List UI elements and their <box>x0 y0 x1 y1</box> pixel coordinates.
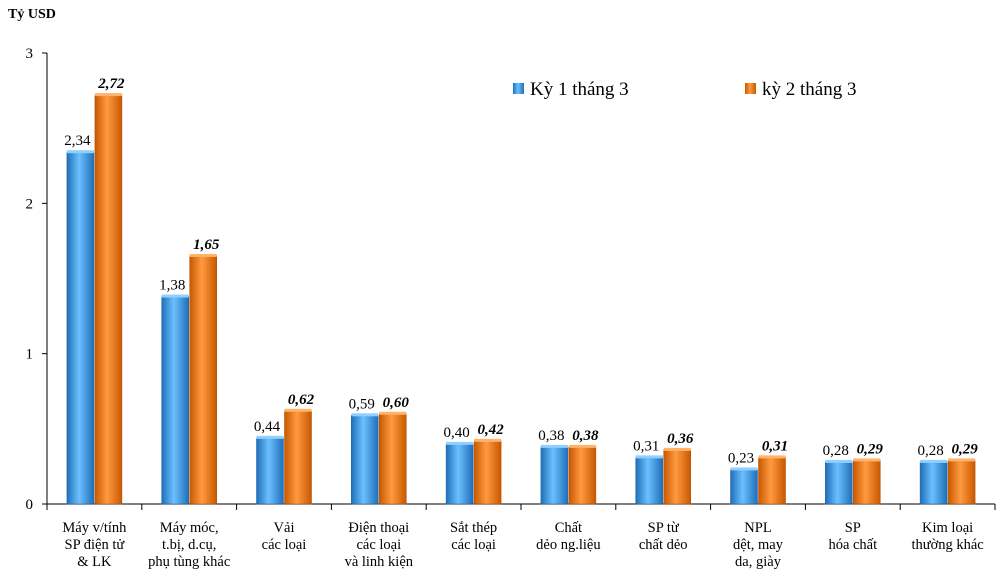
bar-s1-2 <box>161 296 189 505</box>
bar-top-s2-4 <box>379 411 407 415</box>
bar-s1-8 <box>730 469 758 505</box>
category-label-9-line-1: SP <box>845 520 861 536</box>
bar-s2-10 <box>947 460 976 505</box>
bar-top-s2-2 <box>189 253 217 257</box>
data-label-s2-7: 0,36 <box>667 431 694 447</box>
category-label-8-line-2: dệt, may <box>733 537 784 553</box>
bar-top-s1-4 <box>351 413 379 417</box>
category-label-10-line-1: Kim loại <box>922 520 973 536</box>
bar-top-s1-8 <box>730 467 758 471</box>
legend-label-2: kỳ 2 tháng 3 <box>762 79 856 100</box>
bar-s2-9 <box>853 460 881 505</box>
bar-s1-10 <box>919 461 948 505</box>
bar-top-s2-3 <box>284 408 312 412</box>
bar-top-s2-1 <box>94 93 122 97</box>
bar-top-s1-1 <box>66 150 94 154</box>
bar-top-s2-9 <box>853 458 881 462</box>
bar-top-s2-7 <box>663 447 691 451</box>
bar-s1-7 <box>635 457 663 505</box>
category-label-7-line-2: chất dẻo <box>639 537 688 553</box>
bar-s1-3 <box>256 437 284 505</box>
bar-s1-6 <box>540 446 569 505</box>
bar-s2-7 <box>663 449 691 505</box>
legend-swatch-1 <box>513 83 524 94</box>
category-label-4-line-2: các loại <box>356 537 401 553</box>
data-label-s1-6: 0,38 <box>538 428 564 444</box>
bar-s2-5 <box>473 440 502 505</box>
data-label-s1-4: 0,59 <box>349 396 375 412</box>
bar-top-s2-6 <box>568 444 596 448</box>
data-label-s2-8: 0,31 <box>762 438 788 454</box>
data-label-s2-4: 0,60 <box>383 395 410 411</box>
category-label-1-line-2: SP điện tử <box>65 537 126 553</box>
bar-top-s1-6 <box>540 444 568 448</box>
y-axis-label: Tỷ USD <box>8 7 56 22</box>
bar-s2-1 <box>94 94 123 505</box>
y-tick-label: 2 <box>26 196 34 212</box>
category-label-4-line-3: và linh kiện <box>345 554 414 570</box>
category-label-8-line-3: da, giày <box>735 554 782 570</box>
bar-s1-4 <box>351 415 379 505</box>
bar-top-s1-7 <box>635 455 663 459</box>
bar-s2-2 <box>189 255 217 505</box>
legend-label-1: Kỳ 1 tháng 3 <box>530 79 629 100</box>
legend-swatch-2 <box>745 83 756 94</box>
category-label-1-line-3: & LK <box>77 554 112 570</box>
bar-top-s1-2 <box>161 294 189 298</box>
data-label-s1-3: 0,44 <box>254 419 281 435</box>
y-tick-label: 0 <box>26 497 34 513</box>
category-label-2-line-2: t.bị, d.cụ, <box>162 537 216 553</box>
bar-s2-3 <box>284 410 312 505</box>
data-label-s1-8: 0,23 <box>728 450 754 466</box>
category-label-2-line-1: Máy móc, <box>160 520 219 536</box>
bars <box>66 93 976 505</box>
bar-top-s1-9 <box>825 459 853 463</box>
bar-top-s1-10 <box>920 459 948 463</box>
bar-top-s1-5 <box>446 441 474 445</box>
data-labels: 2,34 2,72 1,38 1,65 0,44 0,62 0,59 0,60 0,40 0,42… <box>64 76 978 466</box>
category-label-8-line-1: NPL <box>744 520 771 536</box>
data-label-s2-2: 1,65 <box>193 237 220 253</box>
bar-s2-8 <box>758 457 786 505</box>
category-label-10-line-2: thường khác <box>911 537 983 553</box>
category-label-3-line-2: các loại <box>262 537 307 553</box>
data-label-s1-1: 2,34 <box>64 133 91 149</box>
bar-s2-4 <box>379 413 407 505</box>
category-label-4-line-1: Điện thoại <box>348 520 409 536</box>
bar-s1-5 <box>445 443 474 505</box>
data-label-s2-3: 0,62 <box>288 392 315 408</box>
category-label-7-line-1: SP từ <box>648 520 680 536</box>
category-label-1-line-1: Máy v/tính <box>62 520 127 536</box>
bar-s2-6 <box>568 446 597 505</box>
bar-s1-1 <box>66 151 95 505</box>
category-label-9-line-2: hóa chất <box>828 537 877 553</box>
data-label-s2-6: 0,38 <box>572 428 599 444</box>
data-label-s1-2: 1,38 <box>159 278 185 294</box>
category-label-2-line-3: phụ tùng khác <box>148 554 230 570</box>
bar-top-s2-8 <box>758 455 786 459</box>
y-tick-label: 1 <box>26 347 34 363</box>
category-label-6-line-1: Chất <box>555 520 582 536</box>
legend: Kỳ 1 tháng 3 kỳ 2 tháng 3 <box>513 79 856 100</box>
data-label-s1-10: 0,28 <box>917 443 943 459</box>
data-label-s2-10: 0,29 <box>951 441 978 457</box>
data-label-s1-9: 0,28 <box>823 443 849 459</box>
data-label-s2-5: 0,42 <box>477 422 504 438</box>
bar-top-s2-5 <box>474 438 502 442</box>
category-label-5-line-2: các loại <box>451 537 496 553</box>
bar-s1-9 <box>825 461 853 505</box>
category-label-6-line-2: dẻo ng.liệu <box>536 537 600 553</box>
bar-top-s2-10 <box>948 458 976 462</box>
data-label-s2-9: 0,29 <box>857 441 884 457</box>
y-tick-label: 3 <box>26 46 34 62</box>
category-label-5-line-1: Sắt thép <box>450 520 497 536</box>
data-label-s2-1: 2,72 <box>97 76 125 92</box>
category-label-3-line-1: Vải <box>274 520 295 536</box>
data-label-s1-5: 0,40 <box>443 425 469 441</box>
bar-top-s1-3 <box>256 435 284 439</box>
data-label-s1-7: 0,31 <box>633 438 659 454</box>
